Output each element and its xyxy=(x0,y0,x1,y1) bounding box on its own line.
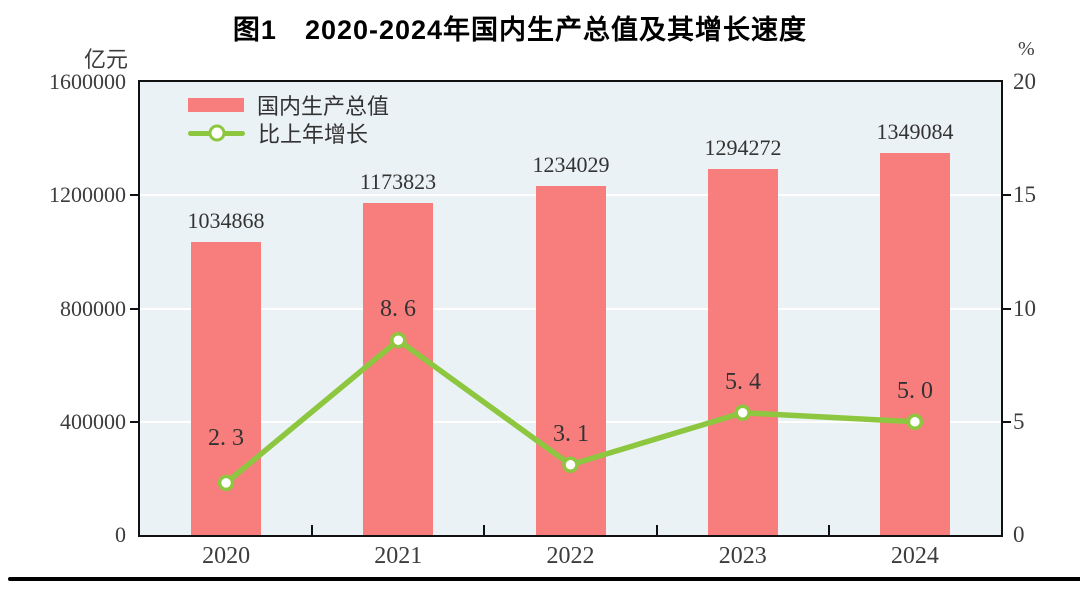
x-axis-label-2023: 2023 xyxy=(718,543,767,569)
gdp-bar-swatch-icon xyxy=(188,98,244,112)
bar-value-label: 1234029 xyxy=(532,152,610,177)
growth-marker-2021 xyxy=(390,331,407,349)
right-axis-tick-label: 5 xyxy=(1013,409,1025,434)
right-axis-tick xyxy=(1003,194,1011,196)
left-axis-tick-label: 1600000 xyxy=(49,69,126,94)
right-axis-tick-label: 0 xyxy=(1013,522,1025,547)
left-axis-tick xyxy=(130,421,138,423)
plot-area: 1034868 1173823 1234029 1294272 1349084 2. 3… xyxy=(130,80,1011,537)
bar-2023 xyxy=(708,169,778,535)
x-axis-tick xyxy=(656,525,658,535)
growth-line-layer xyxy=(217,331,924,492)
left-axis-tick xyxy=(130,194,138,196)
growth-marker-2022 xyxy=(562,456,579,474)
growth-value-label: 5. 0 xyxy=(897,378,933,404)
right-axis-tick xyxy=(1003,308,1011,310)
left-axis-unit: 亿元 xyxy=(83,47,128,72)
growth-marker-2020 xyxy=(217,474,235,492)
x-axis-tick xyxy=(311,525,313,535)
left-axis-tick-label: 800000 xyxy=(60,296,126,321)
legend: 国内生产总值 比上年增长 xyxy=(188,92,389,148)
right-axis-tick xyxy=(1003,421,1011,423)
x-axis-tick xyxy=(828,525,830,535)
left-axis-tick-label: 0 xyxy=(115,522,126,547)
growth-marker-icon xyxy=(208,124,225,142)
bar-2024 xyxy=(880,153,950,535)
growth-value-label: 8. 6 xyxy=(380,296,416,322)
x-axis-label-2024: 2024 xyxy=(890,543,939,569)
right-axis-tick-label: 10 xyxy=(1013,296,1036,321)
x-axis-label-2020: 2020 xyxy=(202,543,251,569)
bar-value-label: 1034868 xyxy=(187,208,265,233)
bottom-rule xyxy=(8,577,1080,581)
bar-2021 xyxy=(363,203,433,535)
growth-marker-2024 xyxy=(906,413,924,431)
right-axis-tick-label: 15 xyxy=(1013,182,1036,207)
legend-item-growth: 比上年增长 xyxy=(188,120,389,147)
growth-value-label: 3. 1 xyxy=(553,421,589,447)
left-axis-tick-label: 1200000 xyxy=(49,182,126,207)
bar-value-label: 1349084 xyxy=(876,119,954,144)
growth-value-label: 5. 4 xyxy=(725,369,761,395)
legend-item-gdp: 国内生产总值 xyxy=(188,92,390,119)
legend-label-gdp: 国内生产总值 xyxy=(257,94,390,119)
growth-marker-2023 xyxy=(734,404,751,421)
left-axis-tick xyxy=(130,308,138,310)
growth-value-label: 2. 3 xyxy=(208,425,244,451)
x-axis-label-2021: 2021 xyxy=(374,543,423,569)
left-axis-tick-label: 400000 xyxy=(60,409,126,434)
bar-2022 xyxy=(536,186,606,535)
bar-value-label: 1294272 xyxy=(704,135,782,160)
x-axis-label-2022: 2022 xyxy=(546,543,595,569)
x-axis-labels: 2020 2021 2022 2023 2024 xyxy=(140,543,1001,570)
right-axis-unit: % xyxy=(1018,38,1035,60)
x-axis-tick xyxy=(483,525,485,535)
growth-line-swatch-icon xyxy=(188,124,245,142)
chart-title: 图1 2020-2024年国内生产总值及其增长速度 xyxy=(232,15,808,45)
bar-value-label: 1173823 xyxy=(359,169,437,194)
legend-label-growth: 比上年增长 xyxy=(258,122,369,147)
right-axis-tick-label: 20 xyxy=(1013,69,1036,94)
